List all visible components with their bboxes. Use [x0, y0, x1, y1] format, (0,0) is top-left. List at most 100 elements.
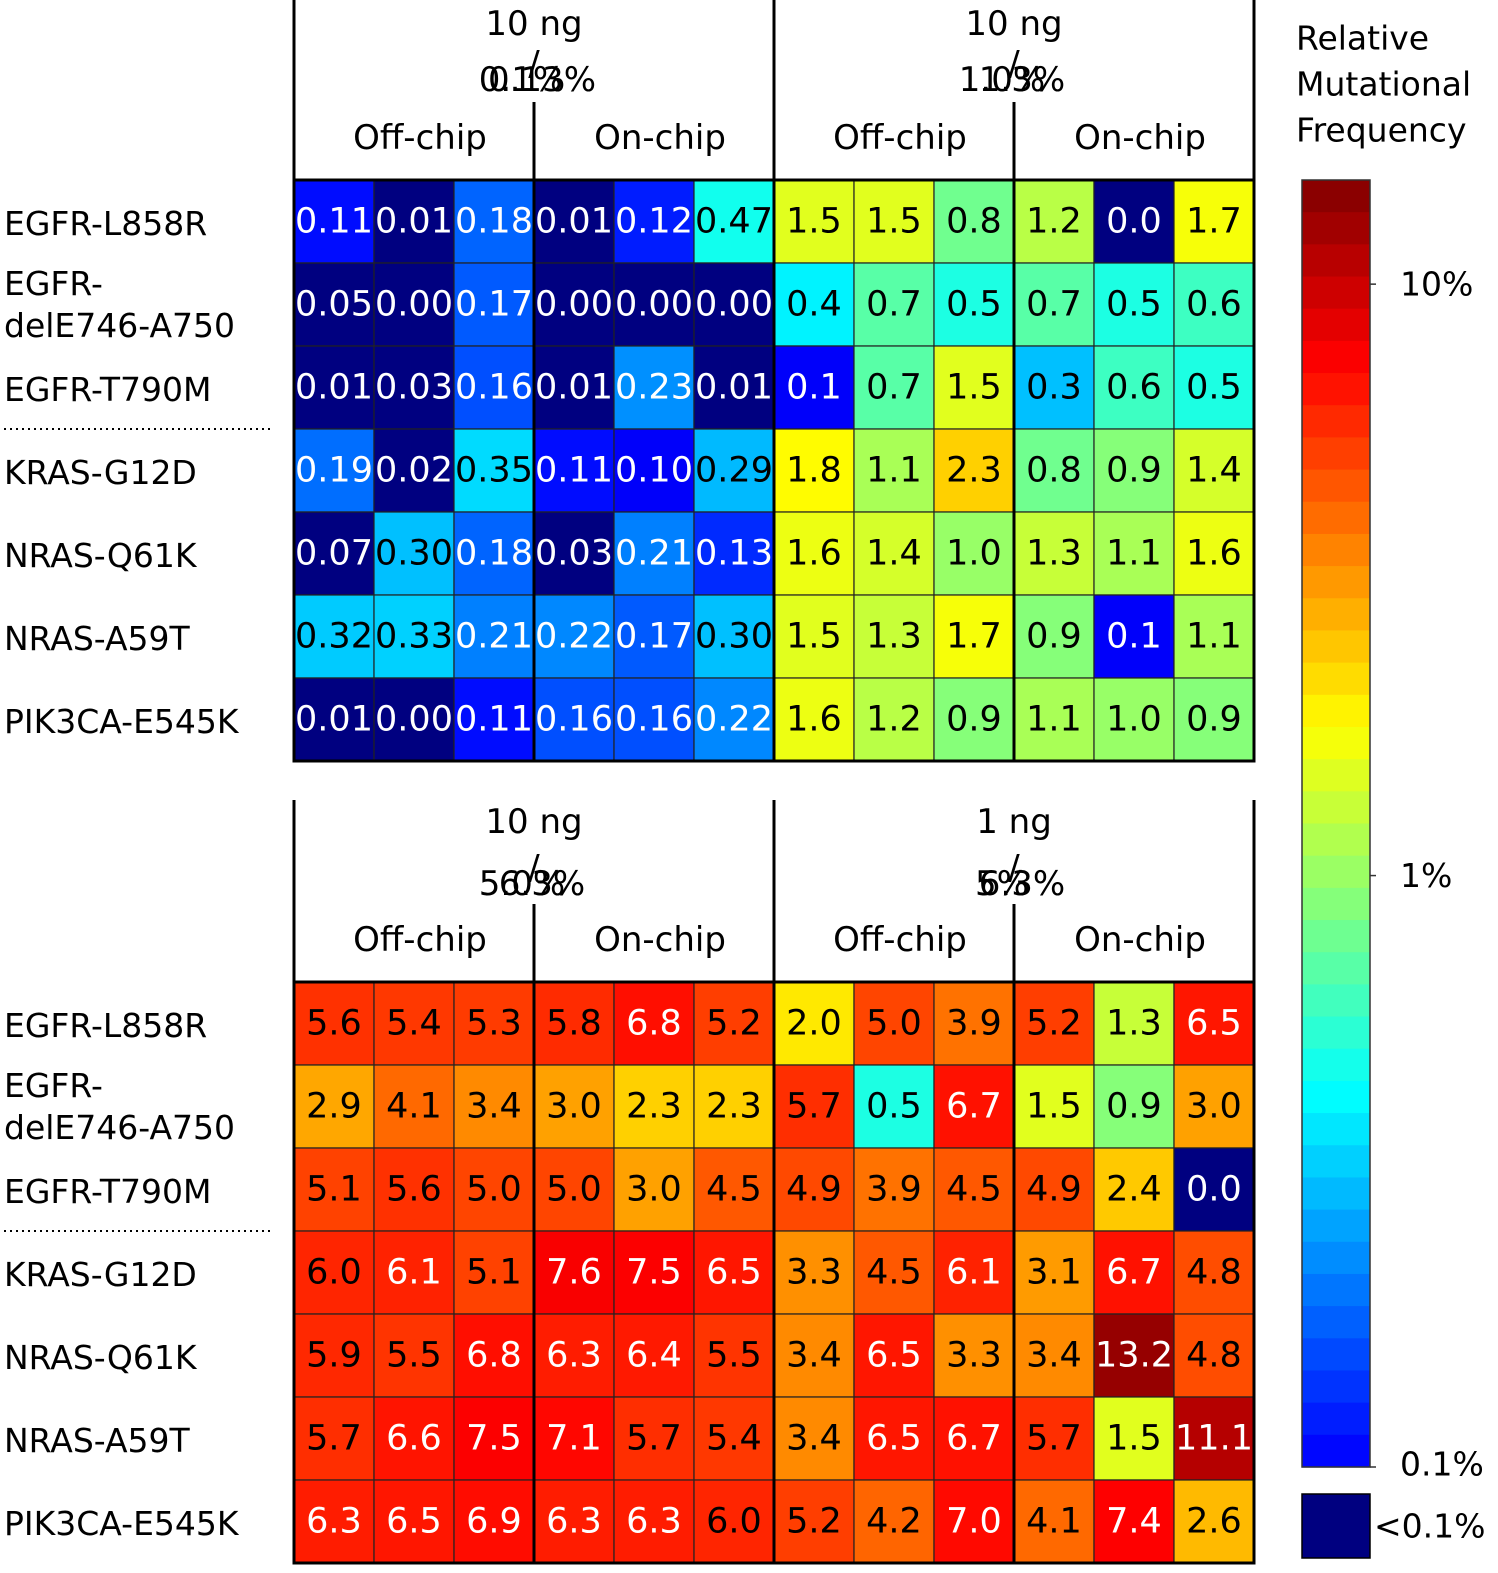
cell-value-label: 5.0: [546, 1170, 602, 1210]
cell-value-label: 1.5: [1026, 1087, 1082, 1127]
heatmap-cell: [773, 1396, 855, 1481]
cell-value-label: 1.6: [786, 700, 842, 740]
group-percent-left: 1.0%: [959, 60, 1045, 100]
cell-value-label: 0.17: [455, 285, 533, 325]
percent-separator: /: [528, 848, 540, 888]
heatmap-cell: [613, 511, 695, 596]
heatmap-cell: [1173, 981, 1255, 1066]
heatmap-cell: [933, 428, 1015, 513]
cell-value-label: 6.3: [546, 1502, 602, 1542]
row-label: EGFR-: [4, 264, 103, 303]
colorbar-band: [1302, 1402, 1370, 1436]
heatmap-cell: [853, 1396, 935, 1481]
cell-value-label: 4.2: [866, 1502, 922, 1542]
colorbar-band: [1302, 984, 1370, 1018]
cell-value-label: 3.9: [946, 1004, 1002, 1044]
cell-value-label: 3.9: [866, 1170, 922, 1210]
row-label: PIK3CA-E545K: [4, 702, 240, 741]
cell-value-label: 6.7: [946, 1419, 1002, 1459]
cell-value-label: 2.3: [946, 451, 1002, 491]
cell-value-label: 1.3: [866, 617, 922, 657]
heatmap-cell: [453, 1230, 535, 1315]
cell-value-label: 3.4: [1026, 1336, 1082, 1376]
cell-value-label: 1.1: [866, 451, 922, 491]
cell-value-label: 13.2: [1095, 1336, 1173, 1376]
colorbar-band: [1302, 1177, 1370, 1211]
cell-value-label: 0.22: [535, 617, 613, 657]
cell-value-label: 3.0: [546, 1087, 602, 1127]
row-label: NRAS-Q61K: [4, 1338, 198, 1377]
cell-value-label: 7.5: [626, 1253, 682, 1293]
cell-value-label: 1.4: [866, 534, 922, 574]
heatmap-cell: [853, 677, 935, 762]
cell-value-label: 3.3: [946, 1336, 1002, 1376]
cell-value-label: 6.5: [866, 1419, 922, 1459]
heatmap-cell: [533, 594, 615, 679]
cell-value-label: 0.01: [295, 368, 373, 408]
cell-value-label: 0.8: [1026, 451, 1082, 491]
subgroup-label-off-chip: Off-chip: [833, 920, 967, 960]
cell-value-label: 0.00: [375, 700, 453, 740]
cell-value-label: 4.8: [1186, 1253, 1242, 1293]
cell-value-label: 1.2: [866, 700, 922, 740]
heatmap-cell: [373, 1064, 455, 1149]
heatmap-cell: [933, 594, 1015, 679]
colorbar-band: [1302, 373, 1370, 406]
heatmap-cell: [1093, 511, 1175, 596]
colorbar-tick-label: 1%: [1400, 856, 1452, 895]
heatmap-cell: [533, 511, 615, 596]
cell-value-label: 0.18: [455, 202, 533, 242]
cell-value-label: 0.30: [695, 617, 773, 657]
heatmap-cell: [533, 428, 615, 513]
cell-value-label: 0.1: [786, 368, 842, 408]
cell-value-label: 0.3: [1026, 368, 1082, 408]
colorbar-band: [1302, 1145, 1370, 1179]
cell-value-label: 0.19: [295, 451, 373, 491]
heatmap-cell: [533, 981, 615, 1066]
colorbar-title-line: Relative: [1296, 19, 1429, 58]
heatmap-cell: [853, 1064, 935, 1149]
cell-value-label: 6.7: [1106, 1253, 1162, 1293]
heatmap-cell: [1093, 677, 1175, 762]
heatmap-cell: [1173, 1396, 1255, 1481]
cell-value-label: 1.5: [786, 202, 842, 242]
cell-value-label: 0.11: [535, 451, 613, 491]
group-amount-label: 10 ng: [965, 4, 1062, 44]
heatmap-cell: [453, 1064, 535, 1149]
cell-value-label: 6.0: [306, 1253, 362, 1293]
heatmap-cell: [853, 262, 935, 347]
heatmap-cell: [453, 262, 535, 347]
cell-value-label: 0.16: [455, 368, 533, 408]
colorbar-band: [1302, 469, 1370, 503]
heatmap-cell: [773, 1064, 855, 1149]
cell-value-label: 0.03: [375, 368, 453, 408]
colorbar-band: [1302, 952, 1370, 985]
heatmap-cell: [1173, 677, 1255, 762]
heatmap-cell: [1093, 1396, 1175, 1481]
cell-value-label: 0.00: [615, 285, 693, 325]
heatmap-cell: [1173, 262, 1255, 347]
cell-value-label: 5.6: [386, 1170, 442, 1210]
heatmap-cell: [293, 1147, 375, 1232]
cell-value-label: 6.3: [546, 1336, 602, 1376]
cell-value-label: 3.0: [626, 1170, 682, 1210]
cell-value-label: 5.2: [786, 1502, 842, 1542]
colorbar-band: [1302, 566, 1370, 599]
group-amount-label: 10 ng: [485, 802, 582, 842]
heatmap-cell: [1173, 1147, 1255, 1232]
group-percent-right: 1.3%: [979, 60, 1065, 100]
cell-value-label: 1.0: [946, 534, 1002, 574]
colorbar-band: [1302, 308, 1370, 342]
cell-value-label: 5.1: [306, 1170, 362, 1210]
group-percent-right: 6.3%: [979, 864, 1065, 904]
heatmap-cell: [693, 594, 775, 679]
heatmap-cell: [773, 677, 855, 762]
cell-value-label: 5.4: [386, 1004, 442, 1044]
below-threshold-label: <0.1%: [1374, 1507, 1486, 1546]
heatmap-cell: [853, 428, 935, 513]
cell-value-label: 0.11: [455, 700, 533, 740]
cell-value-label: 2.0: [786, 1004, 842, 1044]
cell-value-label: 4.1: [1026, 1502, 1082, 1542]
colorbar-band: [1302, 437, 1370, 471]
